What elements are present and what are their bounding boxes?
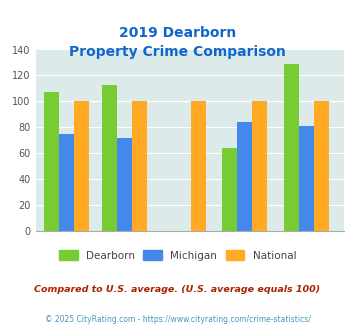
Bar	[74, 101, 89, 231]
Bar	[117, 138, 132, 231]
Bar	[132, 101, 147, 231]
Text: Property Crime Comparison: Property Crime Comparison	[69, 45, 286, 58]
Bar	[252, 101, 267, 231]
Text: 2019 Dearborn: 2019 Dearborn	[119, 26, 236, 40]
Bar	[222, 148, 237, 231]
Bar	[299, 126, 314, 231]
Bar	[191, 101, 206, 231]
Text: © 2025 CityRating.com - https://www.cityrating.com/crime-statistics/: © 2025 CityRating.com - https://www.city…	[45, 315, 310, 324]
Bar	[102, 84, 117, 231]
Bar	[44, 92, 59, 231]
Text: Compared to U.S. average. (U.S. average equals 100): Compared to U.S. average. (U.S. average …	[34, 285, 321, 294]
Bar	[284, 64, 299, 231]
Bar	[59, 134, 74, 231]
Bar	[237, 122, 252, 231]
Bar	[314, 101, 329, 231]
Legend: Dearborn, Michigan, National: Dearborn, Michigan, National	[55, 246, 300, 265]
